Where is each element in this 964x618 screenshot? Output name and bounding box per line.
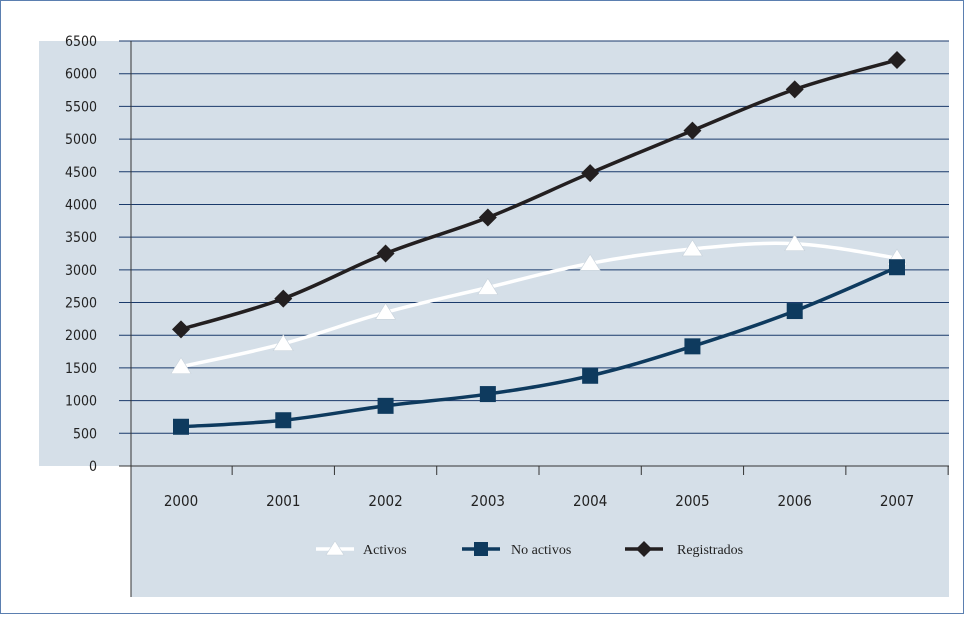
data-point-registrados: [478, 208, 497, 227]
data-point-registrados: [172, 320, 190, 339]
y-tick-label: 3500: [65, 230, 97, 246]
x-tick-labels: 2000 2001 2002 2003 2004 2005 2006 2007: [164, 492, 914, 510]
y-tick-label: 6000: [65, 67, 97, 83]
y-tick-label: 5000: [65, 132, 97, 148]
y-tick-label: 2500: [65, 296, 97, 312]
x-tick-label: 2002: [368, 492, 402, 510]
x-tick-label: 2007: [880, 492, 914, 510]
x-tick-label: 2001: [266, 492, 300, 510]
series-line-registrados: [179, 58, 899, 332]
y-tick-label: 1500: [65, 361, 97, 377]
data-point-no-activos: [479, 386, 496, 403]
data-point-registrados: [274, 289, 293, 308]
y-tick-label: 5500: [65, 99, 97, 115]
x-tick-label: 2006: [778, 492, 812, 510]
x-tick-label: 2000: [164, 492, 198, 510]
y-tick-label: 500: [73, 426, 97, 442]
lower-panel: [131, 466, 949, 597]
data-point-registrados: [785, 80, 804, 99]
series-lines: [179, 58, 899, 429]
x-tick-label: 2005: [675, 492, 709, 510]
y-tick-label: 4000: [65, 197, 97, 213]
data-point-registrados: [683, 121, 702, 140]
data-point-no-activos: [684, 338, 701, 355]
plot-area: [39, 41, 949, 466]
x-tick-label: 2004: [573, 492, 607, 510]
data-point-no-activos: [786, 303, 803, 320]
y-tick-label: 6500: [65, 34, 97, 50]
data-point-no-activos: [173, 418, 189, 435]
data-point-registrados: [376, 244, 395, 263]
data-point-activos: [272, 334, 294, 352]
plot-background: [39, 41, 949, 597]
legend-marker-registrados: [636, 541, 652, 557]
data-point-activos: [170, 357, 192, 374]
legend-label-activos: Activos: [363, 543, 407, 558]
series-line-activos: [179, 241, 899, 369]
data-point-no-activos: [889, 259, 905, 276]
data-point-activos: [579, 253, 601, 271]
data-point-activos: [477, 277, 499, 295]
axes: [119, 41, 949, 597]
legend-label-no-activos: No activos: [511, 543, 571, 558]
series-markers: [170, 50, 908, 435]
x-tick-label: 2003: [471, 492, 505, 510]
data-point-activos: [681, 239, 703, 257]
y-tick-label: 3000: [65, 263, 97, 279]
legend-marker-no-activos: [474, 542, 488, 556]
data-point-no-activos: [582, 367, 599, 384]
y-tick-label: 4500: [65, 165, 97, 181]
y-tick-label: 0: [89, 459, 97, 475]
data-point-activos: [375, 302, 397, 320]
data-point-registrados: [888, 50, 906, 69]
gridlines: [119, 40, 949, 434]
y-tick-labels: 0 500 1000 1500 2000 2500 3000 3500 4000 4500 5000…: [65, 34, 97, 475]
y-tick-label: 2000: [65, 328, 97, 344]
data-point-registrados: [581, 164, 600, 183]
data-point-no-activos: [275, 412, 292, 429]
y-tick-label: 1000: [65, 394, 97, 410]
legend-marker-activos: [325, 540, 345, 556]
series-line-no-activos: [179, 265, 899, 429]
data-point-no-activos: [377, 397, 394, 414]
data-point-activos: [784, 234, 806, 251]
legend: Activos No activos Registrados: [316, 540, 743, 558]
legend-label-registrados: Registrados: [677, 543, 743, 558]
